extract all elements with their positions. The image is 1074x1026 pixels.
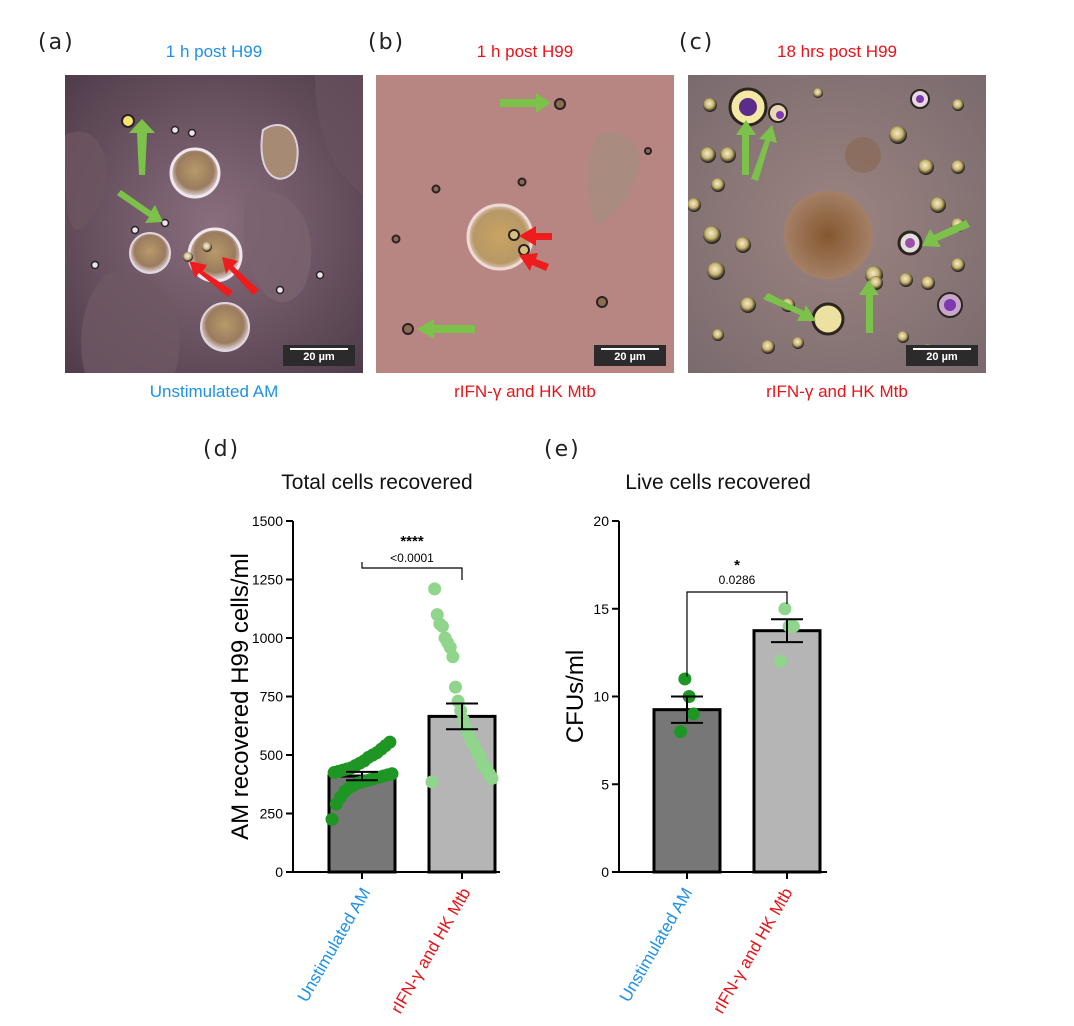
data-point: [430, 608, 444, 622]
data-point: [385, 767, 399, 781]
p-value-label: <0.0001: [390, 551, 434, 565]
y-tick-label: 0: [275, 864, 283, 880]
panel-letter-c: (c): [679, 30, 715, 55]
panel-b-title: 1 h post H99: [476, 42, 574, 61]
panel-b-caption: rIFN-γ and HK Mtb: [454, 382, 596, 401]
y-tick-label: 10: [593, 689, 609, 705]
yeast-cells-c: [688, 87, 965, 358]
y-tick-label: 250: [260, 806, 284, 822]
chart-d-title: Total cells recovered: [281, 471, 473, 494]
scale-bar-a: 20 µm: [283, 345, 355, 366]
panel-c-title: 18 hrs post H99: [776, 42, 897, 61]
micrograph-c: 20 µm: [688, 75, 986, 373]
x-tick-label: rIFN-γ and HK Mtb: [709, 885, 796, 1017]
p-value-label: 0.0286: [719, 573, 756, 587]
micrograph-a: 20 µm: [65, 75, 363, 373]
data-point: [774, 654, 788, 668]
green-arrows-b: [417, 93, 551, 339]
data-point: [438, 631, 452, 645]
red-arrows-a: [189, 257, 259, 297]
data-point: [325, 812, 339, 826]
micrograph-b: 20 µm: [376, 75, 674, 373]
chart-e-title: Live cells recovered: [625, 471, 811, 494]
chart-d: 0 250 500 750 1000 1250 1500 Unstimulated AM rIF…: [227, 513, 500, 1017]
y-tick-label: 1000: [252, 630, 283, 646]
panel-c-caption: rIFN-γ and HK Mtb: [766, 382, 908, 401]
panel-a-title: 1 h post H99: [165, 42, 263, 61]
significance-stars: ****: [400, 533, 424, 550]
significance-stars: *: [734, 557, 740, 574]
y-axis-label: CFUs/ml: [562, 650, 589, 743]
significance-bracket: [686, 591, 788, 677]
data-point: [778, 602, 792, 616]
y-tick-label: 1500: [252, 513, 283, 529]
data-point: [678, 672, 692, 686]
y-tick-label: 1250: [252, 572, 283, 588]
red-arrows-b: [519, 226, 552, 271]
data-point: [782, 619, 796, 633]
chart-e: 0 5 10 15 20 Unstimulated AM rIFN-γ and HK Mtb…: [562, 513, 827, 1017]
data-point: [428, 582, 442, 596]
bar-1: [752, 629, 822, 874]
bar-1: [427, 714, 497, 874]
y-tick-label: 20: [593, 513, 609, 529]
panel-a-caption: Unstimulated AM: [149, 382, 279, 401]
y-tick-label: 0: [601, 864, 609, 880]
y-axis-label: AM recovered H99 cells/ml: [227, 553, 254, 840]
panel-letter-d: (d): [203, 437, 241, 462]
scale-bar-c: 20 µm: [906, 345, 978, 366]
data-point: [448, 680, 462, 694]
data-point: [674, 725, 688, 739]
y-tick-label: 750: [260, 689, 284, 705]
data-point: [425, 775, 439, 789]
x-tick-label: Unstimulated AM: [294, 885, 375, 1006]
y-tick-label: 15: [593, 601, 609, 617]
y-tick-label: 500: [260, 747, 284, 763]
data-point: [686, 707, 700, 721]
panel-letter-a: (a): [38, 30, 75, 55]
significance-bracket: [361, 562, 463, 580]
x-tick-label: rIFN-γ and HK Mtb: [387, 885, 474, 1017]
green-arrows-c: [736, 120, 970, 333]
panel-letter-b: (b): [368, 30, 406, 55]
green-arrows-a: [117, 119, 163, 223]
scale-bar-b: 20 µm: [594, 345, 666, 366]
bar-0: [652, 708, 722, 874]
data-point: [383, 735, 397, 749]
y-tick-label: 5: [601, 776, 609, 792]
panel-letter-e: (e): [544, 437, 581, 462]
x-tick-label: Unstimulated AM: [616, 885, 697, 1006]
